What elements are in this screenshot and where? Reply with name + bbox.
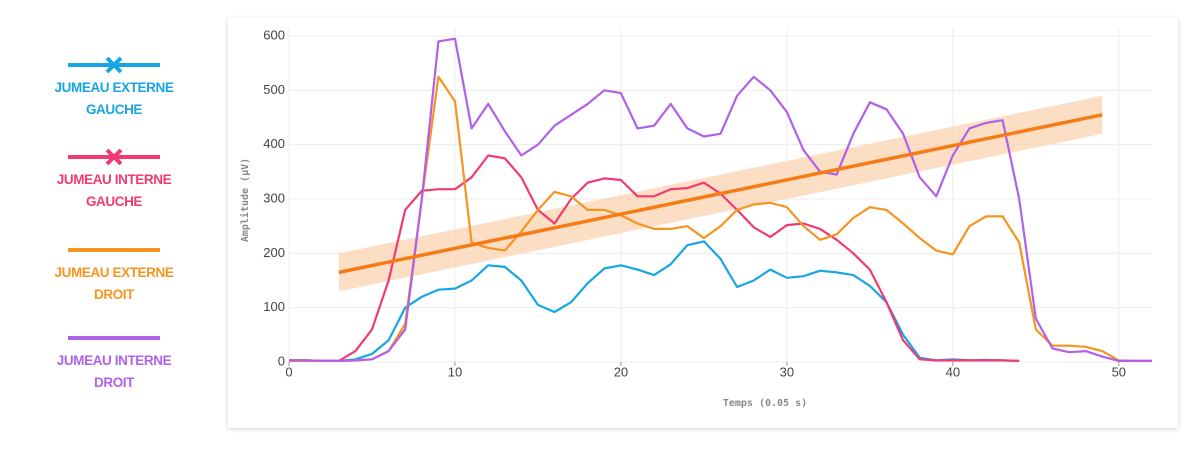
legend-label: JUMEAU EXTERNE DROIT	[55, 265, 174, 302]
x-tick-label: 30	[780, 364, 794, 379]
y-tick-label: 200	[263, 245, 285, 260]
x-tick-label: 40	[946, 364, 960, 379]
legend-label-line: JUMEAU EXTERNE	[55, 80, 174, 95]
chart-card	[228, 18, 1178, 428]
y-tick-label: 100	[263, 299, 285, 314]
legend-label-line: DROIT	[94, 375, 135, 390]
x-tick-label: 0	[285, 364, 292, 379]
legend-label-line: JUMEAU EXTERNE	[55, 265, 174, 280]
legend-label: JUMEAU EXTERNE GAUCHE	[55, 80, 174, 117]
series-line	[289, 37, 1152, 362]
series-line	[289, 240, 1020, 362]
series-line	[289, 75, 1152, 362]
legend-label-line: JUMEAU INTERNE	[57, 172, 172, 187]
x-tick-label: 20	[614, 364, 628, 379]
x-tick-label: 10	[448, 364, 462, 379]
trend-line	[338, 113, 1103, 275]
y-tick-label: 600	[263, 27, 285, 42]
legend-marker	[105, 148, 123, 166]
legend-label: JUMEAU INTERNE GAUCHE	[57, 172, 172, 209]
y-tick-label: 300	[263, 190, 285, 205]
y-tick-label: 0	[278, 353, 285, 368]
x-axis-title: Temps (0.05 s)	[723, 398, 807, 409]
x-tick-label: 50	[1112, 364, 1126, 379]
legend-marker	[105, 56, 123, 74]
legend-label-line: GAUCHE	[86, 102, 142, 117]
legend-label-line: DROIT	[94, 287, 135, 302]
series-line	[289, 154, 1020, 362]
legend-label-line: GAUCHE	[86, 194, 142, 209]
y-axis-title: Amplitude (µV)	[239, 158, 251, 242]
legend-label-line: JUMEAU INTERNE	[57, 353, 172, 368]
y-tick-label: 400	[263, 136, 285, 151]
legend-label: JUMEAU INTERNE DROIT	[57, 353, 172, 390]
y-tick-label: 500	[263, 82, 285, 97]
